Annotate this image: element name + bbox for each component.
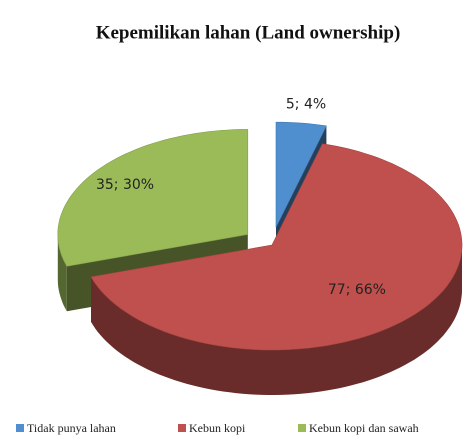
slice bbox=[90, 143, 463, 395]
slice-top bbox=[57, 129, 249, 267]
data-label: 5; 4% bbox=[286, 96, 326, 112]
legend-label: Kebun kopi dan sawah bbox=[309, 421, 419, 435]
slice-wall bbox=[57, 234, 67, 312]
legend-swatch bbox=[16, 424, 24, 432]
legend-label: Kebun kopi bbox=[189, 421, 246, 435]
data-label: 35; 30% bbox=[96, 177, 154, 193]
legend-swatch bbox=[178, 424, 186, 432]
legend-swatch bbox=[298, 424, 306, 432]
chart-title: Kepemilikan lahan (Land ownership) bbox=[96, 22, 401, 43]
legend-label: Tidak punya lahan bbox=[27, 421, 116, 435]
slice-wall bbox=[91, 245, 462, 395]
slice-top bbox=[275, 121, 327, 228]
data-label: 77; 66% bbox=[328, 282, 386, 298]
slice-top bbox=[90, 143, 463, 351]
